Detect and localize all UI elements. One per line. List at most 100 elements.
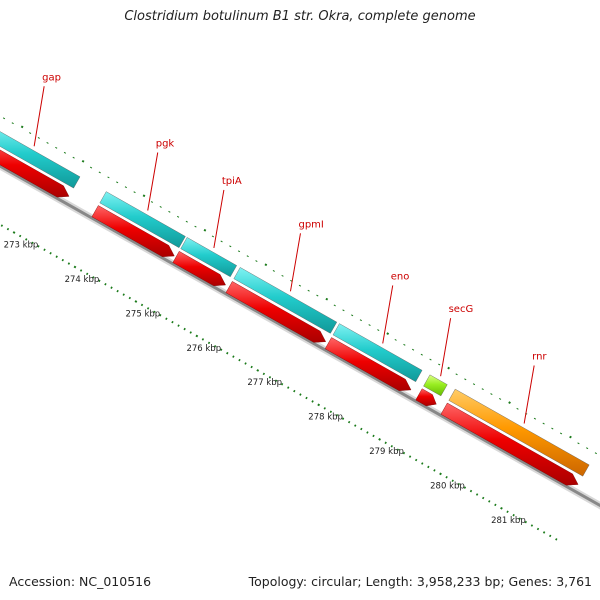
gene-label-eno: eno (391, 271, 410, 282)
scale-tick (122, 293, 125, 296)
scale-tick (347, 420, 351, 424)
scale-tick (43, 248, 46, 252)
scale-tick (183, 327, 186, 331)
scale-tick (524, 520, 528, 524)
scale-tick (500, 506, 503, 510)
scale-tick (396, 448, 400, 451)
scale-tick (171, 320, 174, 324)
scale-tick (542, 531, 546, 534)
scale-label: 281 kbp (491, 516, 526, 526)
scale-tick (55, 255, 58, 258)
scale-tick (67, 262, 71, 265)
scale-tick (268, 376, 272, 379)
scale-tick (530, 524, 534, 527)
scale-label: 280 kbp (430, 482, 465, 492)
scale-tick (360, 427, 363, 431)
gene-arrow-gpmI (225, 281, 327, 343)
scale-tick (256, 369, 260, 372)
scale-tick (37, 245, 40, 248)
gene-arrow-rnr (440, 402, 579, 486)
gene-label-gap: gap (42, 72, 61, 83)
scale-tick (549, 534, 552, 538)
scale-tick (128, 296, 131, 300)
leader-line-gpmI (289, 233, 301, 292)
leader-line-secG (440, 318, 452, 377)
outer-tick-row (2, 117, 597, 455)
scale-tick (402, 451, 406, 455)
scale-tick (79, 269, 83, 272)
gene-arrow-pgk (91, 205, 175, 257)
scale-tick (488, 500, 491, 503)
backbone-line (0, 164, 600, 508)
scale-tick (49, 251, 52, 255)
gene-label-rnr: rnr (532, 351, 547, 362)
scale-tick (463, 486, 467, 489)
scale-tick (274, 379, 278, 383)
cds-track (0, 131, 590, 477)
cds-pgk (99, 191, 186, 248)
scale-tick (378, 438, 381, 441)
scale-tick (152, 310, 156, 314)
gene-arrow-gap (0, 149, 70, 198)
scale-tick (335, 413, 339, 417)
scale-tick (232, 355, 235, 358)
scale-tick (481, 496, 485, 500)
scale-tick (354, 424, 357, 427)
cds-gap (0, 131, 81, 189)
scale-tick (287, 386, 290, 389)
scale-tick (280, 382, 284, 386)
gene-arrow-secG (415, 388, 437, 407)
scale-tick (110, 286, 113, 289)
scale-tick (226, 351, 229, 355)
outer-tick (386, 332, 390, 336)
scale-tick (238, 358, 241, 362)
scale-tick (159, 314, 162, 317)
scale-tick (512, 513, 515, 517)
scale-tick (85, 272, 89, 276)
scale-tick (536, 527, 540, 531)
scale-tick (73, 265, 77, 269)
genome-summary-text: Topology: circular; Length: 3,958,233 bp… (248, 574, 592, 589)
scale-tick (61, 258, 64, 262)
leader-line-eno (382, 285, 394, 344)
outer-tick (325, 297, 329, 301)
scale-tick (305, 396, 308, 400)
gene-label-gpmI: gpmI (298, 219, 323, 230)
backbone-shadow (0, 161, 600, 510)
scale-tick (140, 303, 144, 307)
scale-tick (451, 479, 454, 482)
scale-tick (165, 317, 168, 320)
cds-secG (423, 374, 448, 397)
accession-text: Accession: NC_010516 (9, 574, 152, 589)
scale-tick (408, 455, 412, 458)
scale-tick (457, 482, 460, 486)
cds-gpmI (233, 267, 338, 334)
scale-tick (220, 348, 223, 352)
outer-tick (447, 366, 450, 370)
scale-label: 276 kbp (186, 344, 221, 354)
outer-tick (264, 263, 268, 267)
scale-tick (494, 503, 497, 507)
scale-tick (6, 227, 10, 231)
gene-label-tpiA: tpiA (222, 176, 242, 187)
scale-tick (506, 510, 509, 514)
scale-tick (555, 538, 558, 541)
scale-label: 273 kbp (4, 240, 39, 250)
outer-tick (508, 401, 511, 404)
scale-tick (323, 407, 326, 410)
scale-label: 275 kbp (126, 309, 161, 319)
scale-tick (329, 410, 333, 414)
cds-eno (332, 323, 423, 382)
scale-tick (299, 393, 302, 396)
gene-labels: gap pgk tpiA gpmI eno secG rnr (33, 72, 547, 424)
scale-tick (189, 331, 192, 334)
scale-tick (366, 431, 369, 434)
scale-tick (414, 458, 418, 462)
genome-backbone (0, 161, 600, 510)
scale-tick (195, 334, 199, 338)
scale-tick (372, 434, 375, 438)
scale-tick (12, 231, 16, 234)
scale-tick (134, 300, 138, 303)
scale-tick (293, 389, 296, 393)
